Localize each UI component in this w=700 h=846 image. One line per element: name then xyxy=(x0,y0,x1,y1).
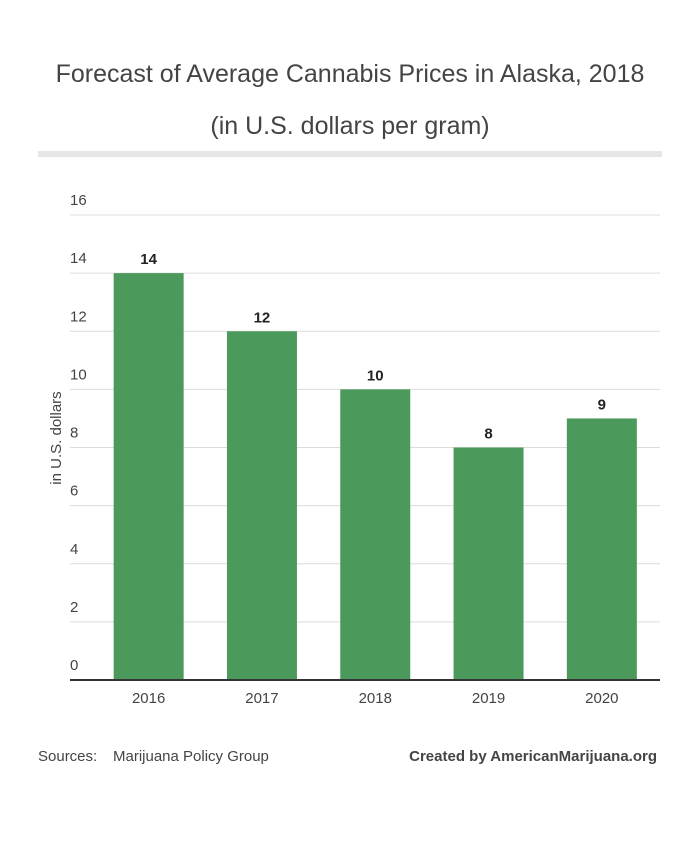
value-label: 14 xyxy=(140,251,157,268)
bar xyxy=(453,447,524,680)
y-tick-label: 4 xyxy=(70,541,78,558)
source: Marijuana Policy Group xyxy=(113,748,269,765)
y-tick-label: 14 xyxy=(70,250,87,267)
x-tick-label: 2017 xyxy=(245,690,278,707)
bar xyxy=(340,389,411,680)
y-tick-label: 16 xyxy=(70,192,87,209)
bar xyxy=(113,273,184,680)
credit: Created by AmericanMarijuana.org xyxy=(409,748,657,765)
y-tick-label: 8 xyxy=(70,425,78,442)
bar xyxy=(566,418,637,680)
value-label: 12 xyxy=(254,309,271,326)
chart-title: Forecast of Average Cannabis Prices in A… xyxy=(55,60,645,140)
bar xyxy=(226,331,297,680)
y-tick-label: 12 xyxy=(70,308,87,325)
y-tick-label: 0 xyxy=(70,657,78,674)
y-tick-label: 10 xyxy=(70,366,87,383)
separator xyxy=(38,151,662,157)
value-label: 10 xyxy=(367,367,384,384)
value-label: 8 xyxy=(484,426,492,443)
source-label: Sources: xyxy=(38,748,97,765)
y-tick-label: 6 xyxy=(70,483,78,500)
x-tick-label: 2016 xyxy=(132,690,165,707)
x-tick-label: 2018 xyxy=(359,690,392,707)
x-tick-label: 2020 xyxy=(585,690,618,707)
y-tick-label: 2 xyxy=(70,599,78,616)
y-axis-label: in U.S. dollars xyxy=(48,391,65,484)
value-label: 9 xyxy=(598,396,606,413)
x-tick-label: 2019 xyxy=(472,690,505,707)
